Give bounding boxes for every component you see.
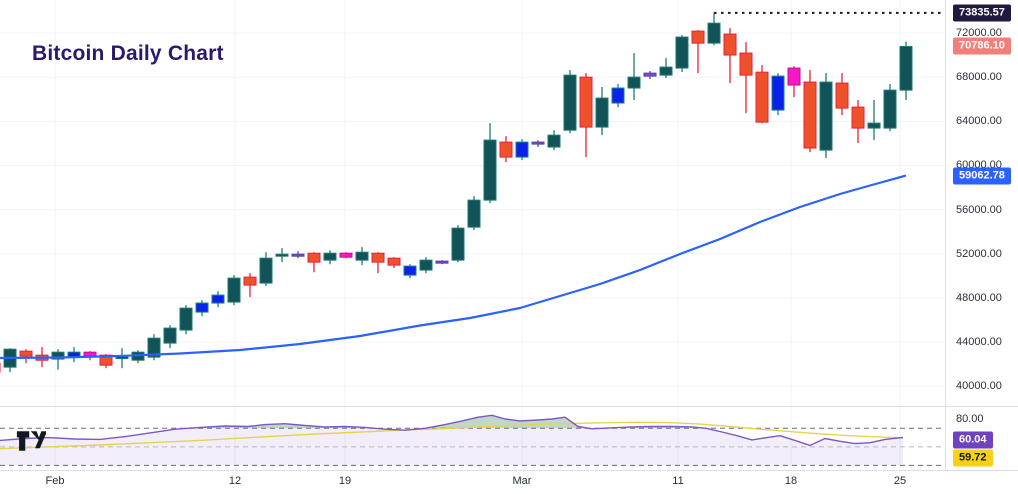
candlestick: [483, 139, 497, 201]
candlestick: [179, 307, 193, 331]
candlestick: [611, 87, 625, 104]
candlestick: [835, 82, 849, 109]
candlestick: [259, 257, 273, 284]
rsi-overbought-fill: [0, 415, 903, 429]
candlestick: [147, 337, 161, 358]
candlestick: [243, 276, 257, 286]
rsi-chart: [0, 407, 945, 470]
candlestick: [291, 253, 305, 257]
rsi-indicator-pane[interactable]: [0, 406, 945, 471]
candlestick: [227, 277, 241, 303]
candlestick: [787, 67, 801, 86]
candlestick: [163, 327, 177, 344]
candlestick: [627, 76, 641, 89]
candlestick: [755, 71, 769, 123]
candlestick: [579, 76, 593, 128]
candlestick: [387, 257, 401, 266]
candlestick: [595, 97, 609, 128]
time-tick-label: 12: [228, 475, 242, 487]
candlestick: [419, 259, 433, 271]
price-tick-label: 48000.00: [956, 291, 1002, 304]
candlestick: [739, 52, 753, 76]
candlestick: [275, 253, 289, 257]
time-tick-label: 19: [338, 475, 352, 487]
candlestick: [899, 45, 913, 91]
candlestick: [451, 227, 465, 261]
price-tick-label: 72000.00: [956, 27, 1002, 40]
candlestick: [771, 75, 785, 111]
price-chart-pane[interactable]: [0, 0, 945, 406]
ma-value-badge: 59062.78: [953, 167, 1011, 185]
candlestick: [99, 354, 113, 366]
rsi-level-label: 80.00: [956, 413, 984, 426]
candlestick: [323, 252, 337, 261]
candlestick: [51, 351, 65, 360]
rsi-axis[interactable]: 80.00 60.04 59.72: [945, 406, 1018, 471]
candlestick: [19, 350, 33, 357]
candlestick: [515, 141, 529, 158]
moving-average-line: [0, 174, 907, 360]
candlestick: [723, 33, 737, 56]
candlestick: [195, 302, 209, 313]
rsi-ma-line: [0, 421, 904, 450]
tradingview-logo[interactable]: [16, 430, 46, 452]
price-tick-label: 64000.00: [956, 115, 1002, 128]
high-price-badge: 73835.57: [953, 4, 1011, 22]
price-tick-label: 68000.00: [956, 71, 1002, 84]
candlestick-chart: [0, 0, 945, 406]
candlestick: [883, 89, 897, 129]
candlestick: [659, 66, 673, 76]
rsi-line: [0, 414, 904, 447]
candlestick: [531, 141, 545, 145]
candlestick: [435, 260, 449, 264]
candlestick: [307, 252, 321, 263]
candlestick: [803, 81, 817, 149]
candlestick: [355, 251, 369, 261]
rsi-value-badge: 60.04: [953, 431, 993, 449]
time-tick-label: Mar: [512, 475, 532, 487]
candlestick: [707, 22, 721, 44]
candlestick: [403, 265, 417, 276]
time-axis[interactable]: Feb 12 19 Mar 11 18 25: [0, 470, 1018, 494]
candlestick: [83, 351, 97, 357]
chart-title: Bitcoin Daily Chart: [32, 42, 224, 65]
candlestick: [563, 74, 577, 131]
rsi-ma-value-badge: 59.72: [953, 449, 993, 467]
candlestick: [339, 252, 353, 258]
candlestick: [467, 199, 481, 228]
price-axis[interactable]: 72000.00 68000.00 64000.00 60000.00 56000.00…: [945, 0, 1018, 406]
candlestick: [819, 81, 833, 151]
candlestick: [371, 252, 385, 263]
last-price-badge: 70786.10: [953, 37, 1011, 55]
candlestick: [499, 141, 513, 158]
price-tick-label: 44000.00: [956, 336, 1002, 348]
candlestick: [675, 36, 689, 69]
time-tick-label: 18: [784, 475, 798, 487]
candlestick: [643, 72, 657, 77]
time-tick-label: Feb: [45, 475, 65, 487]
candlestick: [691, 30, 705, 44]
price-tick-label: 56000.00: [956, 203, 1002, 216]
candlestick: [867, 122, 881, 129]
candlestick: [851, 106, 865, 129]
candlestick: [547, 134, 561, 148]
candlestick: [211, 294, 225, 304]
price-tick-label: 52000.00: [956, 247, 1002, 260]
time-tick-label: 25: [893, 475, 907, 487]
time-tick-label: 11: [672, 475, 684, 487]
price-tick-label: 40000.00: [956, 380, 1002, 393]
